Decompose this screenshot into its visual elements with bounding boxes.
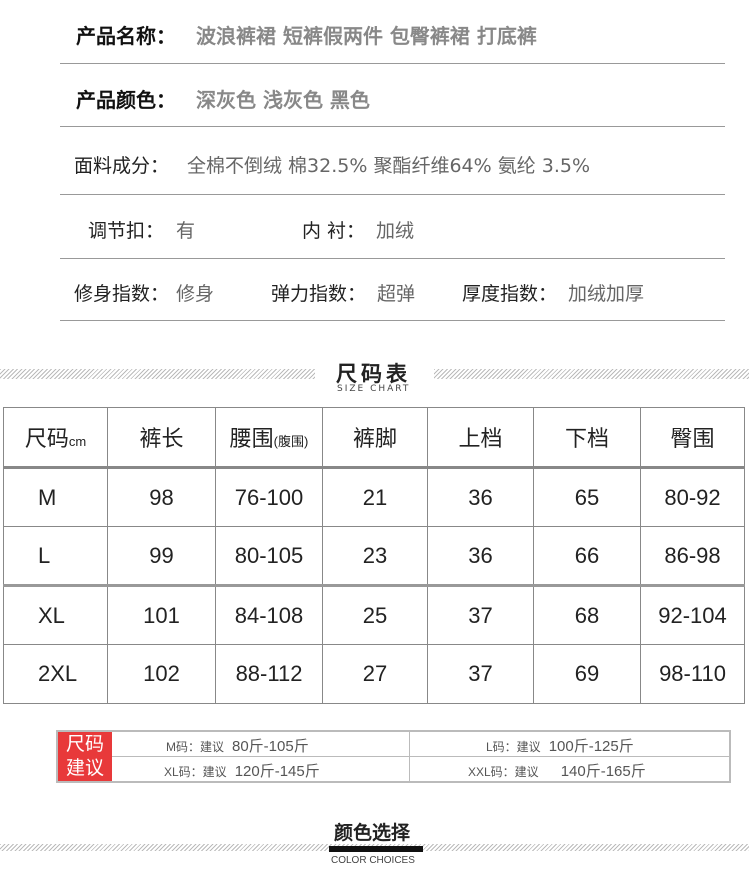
table-cell: 68 [533,585,641,645]
divider [60,63,725,64]
table-cell: 36 [427,526,534,587]
table-cell: 37 [427,585,534,645]
table-cell: 66 [533,526,641,587]
table-row: XL 101 84-108 25 37 68 92-104 [3,585,745,645]
hatch-decoration [434,369,749,379]
fit-value: 修身 [176,283,215,305]
table-cell: 23 [322,526,428,587]
header-waist: 腰围(腹围) [215,407,323,469]
header-size: 尺码cm [3,407,108,469]
size-chart-subtitle: SIZE CHART [337,384,411,394]
name-value: 波浪裤裙 短裤假两件 包臀裤裙 打底裤 [196,24,537,48]
table-cell: 25 [322,585,428,645]
hatch-decoration [0,369,315,379]
table-cell: 88-112 [215,644,323,704]
buckle-label: 调节扣： [88,220,165,242]
color-choices-title: 颜色选择 [334,822,411,844]
table-cell: XL [3,585,108,645]
size-chart-title: 尺码表 [336,362,411,386]
table-cell: 80-105 [215,526,323,587]
table-cell: 84-108 [215,585,323,645]
table-cell: 27 [322,644,428,704]
name-label: 产品名称： [76,24,176,48]
table-row: L 99 80-105 23 36 66 86-98 [3,526,745,587]
table-cell: 37 [427,644,534,704]
table-cell: 102 [107,644,216,704]
table-cell: 21 [322,467,428,527]
header-front-rise: 上档 [427,407,534,469]
table-row: M 98 76-100 21 36 65 80-92 [3,467,745,527]
table-cell: 36 [427,467,534,527]
table-cell: 101 [107,585,216,645]
table-cell: 80-92 [640,467,745,527]
table-cell: 98 [107,467,216,527]
lining-label: 内 衬： [302,220,366,242]
color-value: 深灰色 浅灰色 黑色 [196,88,370,112]
color-label: 产品颜色： [76,88,176,112]
divider [60,258,725,259]
table-cell: 99 [107,526,216,587]
fabric-label: 面料成分： [74,155,170,177]
size-table: 尺码cm 裤长 腰围(腹围) 裤脚 上档 下档 臀围 M 98 76-100 21 36… [3,407,745,704]
suggestion-m: M码：建议 80斤-105斤 [166,738,309,755]
table-row: 2XL 102 88-112 27 37 69 98-110 [3,644,745,704]
table-cell: 92-104 [640,585,745,645]
suggestion-xl: XL码：建议 120斤-145斤 [164,763,320,780]
divider [60,194,725,195]
divider [60,320,725,321]
divider [60,126,725,127]
size-suggestion-box: 尺码 建议 M码：建议 80斤-105斤 L码：建议 100斤-125斤 XL码：建议… [56,730,731,783]
table-cell: 86-98 [640,526,745,587]
table-cell: 2XL [3,644,108,704]
header-inseam: 下档 [533,407,641,469]
header-length: 裤长 [107,407,216,469]
table-cell: M [3,467,108,527]
header-hip: 臀围 [640,407,745,469]
thickness-value: 加绒加厚 [568,283,645,305]
header-hem: 裤脚 [322,407,428,469]
thickness-label: 厚度指数： [462,283,558,305]
suggestion-tag: 尺码 建议 [58,732,112,781]
stretch-label: 弹力指数： [271,283,367,305]
fit-label: 修身指数： [74,283,170,305]
table-cell: 65 [533,467,641,527]
suggestion-l: L码：建议 100斤-125斤 [486,738,634,755]
lining-value: 加绒 [376,220,415,242]
table-cell: 69 [533,644,641,704]
title-bar [329,846,423,852]
color-choices-subtitle: COLOR CHOICES [331,855,415,866]
table-cell: L [3,526,108,587]
buckle-value: 有 [176,220,196,242]
fabric-value: 全棉不倒绒 棉32.5% 聚酯纤维64% 氨纶 3.5% [187,155,591,177]
table-cell: 98-110 [640,644,745,704]
stretch-value: 超弹 [377,283,416,305]
suggestion-xxl: XXL码：建议 140斤-165斤 [468,763,646,780]
table-cell: 76-100 [215,467,323,527]
table-header-row: 尺码cm 裤长 腰围(腹围) 裤脚 上档 下档 臀围 [3,407,745,469]
